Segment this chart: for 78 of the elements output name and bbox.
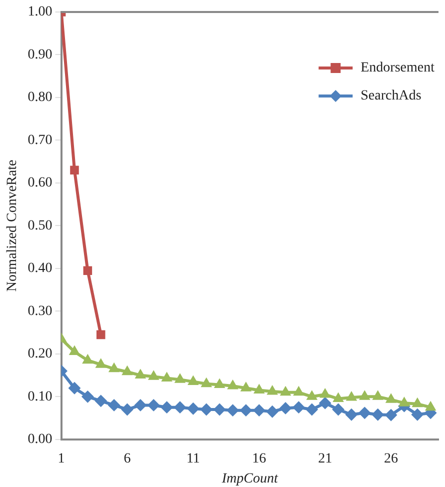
point [214, 403, 226, 416]
x-tick-label: 21 [318, 451, 332, 466]
point [280, 386, 291, 396]
point [82, 354, 93, 364]
point [201, 378, 212, 388]
point [254, 384, 264, 394]
point [200, 403, 212, 416]
point [398, 397, 410, 406]
point [240, 382, 252, 392]
point [386, 394, 396, 403]
point [319, 397, 332, 410]
x-tick-label: 6 [124, 451, 131, 466]
y-tick-label: 0.30 [28, 304, 52, 319]
point [333, 392, 344, 402]
point [412, 398, 423, 408]
point [359, 390, 370, 400]
point [135, 369, 146, 379]
legend-label: SearchAds [360, 88, 422, 104]
point [82, 390, 94, 403]
point [108, 362, 120, 372]
y-tick-label: 0.80 [28, 90, 52, 106]
point [358, 406, 371, 419]
point [292, 401, 305, 414]
y-tick-label: 1.00 [28, 4, 52, 20]
y-tick-label: 0.40 [28, 261, 52, 276]
point [174, 374, 186, 383]
point [411, 408, 424, 421]
y-tick-label: 0.60 [28, 176, 52, 191]
y-tick-label: 0.10 [28, 389, 52, 404]
point [280, 402, 292, 414]
point [214, 378, 225, 388]
point [188, 376, 198, 385]
point [227, 380, 238, 390]
point [253, 404, 266, 416]
point [385, 409, 398, 422]
x-tick-label: 11 [186, 451, 200, 466]
point [122, 366, 133, 376]
point [306, 403, 318, 416]
point [96, 358, 106, 368]
point [320, 388, 330, 398]
point [70, 166, 79, 175]
point [346, 392, 357, 401]
point [160, 401, 173, 414]
point [83, 266, 92, 275]
point [345, 408, 358, 421]
y-tick-label: 0.00 [28, 432, 52, 448]
x-tick-label: 16 [252, 451, 266, 466]
y-tick-label: 0.90 [28, 47, 52, 62]
point [240, 404, 252, 416]
point [96, 330, 106, 340]
point [121, 403, 134, 416]
point [187, 402, 200, 415]
point [372, 408, 384, 421]
x-axis-title: ImpCount [220, 471, 280, 486]
point [69, 346, 80, 356]
point [134, 399, 146, 412]
point [372, 390, 384, 400]
point [148, 399, 160, 412]
point [266, 406, 278, 418]
point [68, 382, 80, 394]
y-tick-label: 0.70 [28, 132, 52, 148]
point [174, 401, 186, 414]
point [306, 390, 318, 400]
y-tick-label: 0.20 [28, 346, 52, 362]
x-tick-label: 26 [384, 451, 398, 466]
legend-label: Endorsement [360, 60, 435, 76]
point [332, 403, 344, 416]
point [425, 401, 436, 411]
point [293, 386, 304, 396]
point [162, 372, 172, 382]
x-tick-label: 1 [58, 451, 65, 466]
point [94, 394, 107, 407]
point [226, 404, 239, 416]
point [148, 370, 159, 380]
y-tick-label: 0.50 [28, 218, 52, 234]
point [267, 386, 278, 395]
y-axis-title: Normalized ConveRate [5, 160, 20, 292]
point [108, 399, 120, 412]
